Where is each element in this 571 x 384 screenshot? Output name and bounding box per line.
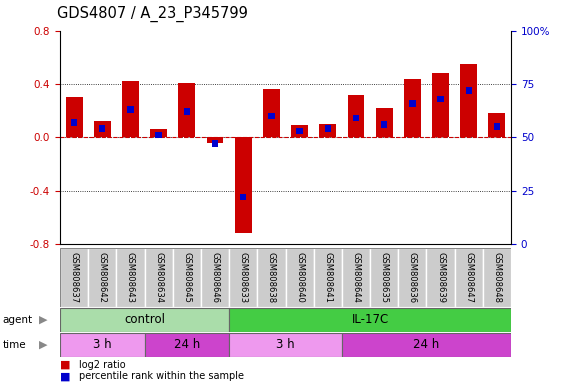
Bar bbox=[144, 248, 173, 307]
Bar bbox=[122, 81, 139, 137]
Bar bbox=[212, 140, 218, 147]
Text: ■: ■ bbox=[60, 360, 70, 370]
Bar bbox=[409, 100, 416, 106]
Bar bbox=[88, 248, 116, 307]
Bar bbox=[173, 248, 201, 307]
Text: GSM808642: GSM808642 bbox=[98, 252, 107, 303]
Text: GSM808638: GSM808638 bbox=[267, 252, 276, 304]
Bar bbox=[116, 248, 144, 307]
Text: GSM808639: GSM808639 bbox=[436, 252, 445, 303]
Bar bbox=[342, 333, 511, 357]
Bar bbox=[427, 248, 455, 307]
Text: GSM808640: GSM808640 bbox=[295, 252, 304, 303]
Text: GSM808637: GSM808637 bbox=[70, 252, 79, 304]
Text: GSM808648: GSM808648 bbox=[492, 252, 501, 303]
Bar bbox=[348, 94, 364, 137]
Text: percentile rank within the sample: percentile rank within the sample bbox=[79, 371, 244, 381]
Bar bbox=[71, 119, 77, 126]
Bar bbox=[240, 194, 247, 200]
Bar bbox=[399, 248, 427, 307]
Bar bbox=[296, 127, 303, 134]
Bar bbox=[155, 132, 162, 139]
Bar bbox=[291, 125, 308, 137]
Text: GSM808633: GSM808633 bbox=[239, 252, 248, 304]
Text: 24 h: 24 h bbox=[413, 338, 440, 351]
Text: GSM808647: GSM808647 bbox=[464, 252, 473, 303]
Text: IL-17C: IL-17C bbox=[352, 313, 389, 326]
Text: GSM808636: GSM808636 bbox=[408, 252, 417, 304]
Bar bbox=[258, 248, 286, 307]
Bar bbox=[465, 87, 472, 94]
Bar bbox=[376, 108, 393, 137]
Bar bbox=[99, 126, 106, 132]
Bar bbox=[437, 96, 444, 102]
Text: log2 ratio: log2 ratio bbox=[79, 360, 126, 370]
Bar bbox=[66, 97, 83, 137]
Bar bbox=[184, 108, 190, 115]
Bar bbox=[60, 333, 144, 357]
Text: control: control bbox=[124, 313, 165, 326]
Bar bbox=[286, 248, 313, 307]
Bar bbox=[455, 248, 483, 307]
Bar bbox=[229, 248, 258, 307]
Bar bbox=[229, 308, 511, 332]
Text: ▶: ▶ bbox=[39, 314, 47, 325]
Bar bbox=[178, 83, 195, 137]
Bar bbox=[432, 73, 449, 137]
Bar bbox=[268, 113, 275, 119]
Text: 24 h: 24 h bbox=[174, 338, 200, 351]
Bar bbox=[313, 248, 342, 307]
Text: GSM808644: GSM808644 bbox=[352, 252, 360, 303]
Bar bbox=[263, 89, 280, 137]
Bar bbox=[235, 137, 252, 233]
Text: ■: ■ bbox=[60, 371, 70, 381]
Bar bbox=[150, 129, 167, 137]
Bar bbox=[483, 248, 511, 307]
Text: GSM808634: GSM808634 bbox=[154, 252, 163, 303]
Text: 3 h: 3 h bbox=[93, 338, 111, 351]
Bar bbox=[319, 124, 336, 137]
Bar bbox=[489, 113, 505, 137]
Bar bbox=[60, 308, 229, 332]
Bar bbox=[494, 123, 500, 130]
Bar bbox=[370, 248, 399, 307]
Bar bbox=[60, 248, 88, 307]
Text: agent: agent bbox=[3, 314, 33, 325]
Bar bbox=[353, 115, 359, 121]
Text: GSM808643: GSM808643 bbox=[126, 252, 135, 303]
Bar bbox=[381, 121, 387, 128]
Text: ▶: ▶ bbox=[39, 339, 47, 350]
Text: GSM808641: GSM808641 bbox=[323, 252, 332, 303]
Bar bbox=[460, 64, 477, 137]
Bar bbox=[342, 248, 370, 307]
Text: GDS4807 / A_23_P345799: GDS4807 / A_23_P345799 bbox=[57, 6, 248, 22]
Bar bbox=[229, 333, 342, 357]
Text: 3 h: 3 h bbox=[276, 338, 295, 351]
Bar bbox=[94, 121, 111, 137]
Text: GSM808635: GSM808635 bbox=[380, 252, 389, 303]
Bar bbox=[201, 248, 229, 307]
Text: GSM808645: GSM808645 bbox=[182, 252, 191, 303]
Bar bbox=[127, 106, 134, 113]
Bar bbox=[324, 126, 331, 132]
Bar bbox=[144, 333, 229, 357]
Bar bbox=[207, 137, 223, 142]
Text: time: time bbox=[3, 339, 26, 350]
Text: GSM808646: GSM808646 bbox=[211, 252, 219, 303]
Bar bbox=[404, 79, 421, 137]
